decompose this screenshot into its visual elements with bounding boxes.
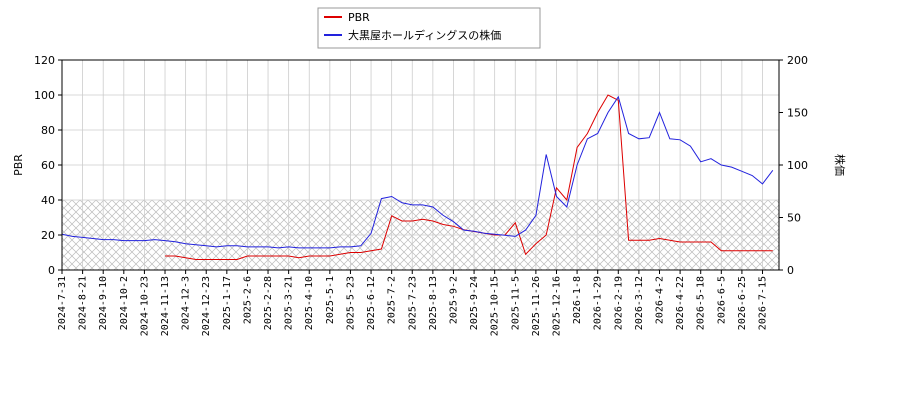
x-tick-label: 2026-4-22 — [675, 276, 686, 330]
y2-axis-label: 株価 — [833, 154, 847, 176]
y2-tick-label: 150 — [787, 107, 808, 120]
y2-tick-label: 0 — [787, 264, 794, 277]
x-tick-label: 2025-4-10 — [304, 276, 315, 330]
x-tick-label: 2025-7-23 — [407, 276, 418, 330]
x-tick-label: 2025-10-15 — [490, 276, 501, 336]
y-axis-label: PBR — [12, 154, 25, 176]
x-tick-label: 2024-11-13 — [160, 276, 171, 336]
legend — [317, 7, 541, 49]
y-tick-label: 0 — [48, 264, 55, 277]
series-line — [61, 95, 774, 249]
x-tick-label: 2025-2-6 — [242, 276, 253, 324]
x-tick-label: 2024-12-23 — [201, 276, 212, 336]
x-tick-label: 2025-12-16 — [551, 276, 562, 336]
x-tick-label: 2025-8-13 — [428, 276, 439, 330]
x-tick-label: 2026-2-19 — [613, 276, 624, 330]
x-tick-label: 2024-8-21 — [78, 276, 89, 330]
x-tick-label: 2026-6-25 — [737, 276, 748, 330]
x-tick-label: 2026-6-5 — [716, 276, 727, 324]
x-tick-label: 2025-2-28 — [263, 276, 274, 330]
x-tick-label: 2026-1-8 — [572, 276, 583, 324]
x-tick-label: 2025-9-2 — [448, 276, 459, 324]
x-tick-label: 2025-5-1 — [325, 276, 336, 324]
x-tick-label: 2025-1-17 — [222, 276, 233, 330]
y-tick-label: 60 — [41, 159, 55, 172]
x-tick-label: 2026-4-2 — [655, 276, 666, 324]
plot-frame — [61, 59, 780, 271]
y2-tick-label: 100 — [787, 159, 808, 172]
legend-label: PBR — [348, 11, 370, 24]
x-tick-label: 2026-5-18 — [696, 276, 707, 330]
x-tick-label: 2026-7-15 — [758, 276, 769, 330]
x-tick-label: 2026-3-12 — [634, 276, 645, 330]
x-tick-label: 2024-10-2 — [119, 276, 130, 330]
x-tick-label: 2024-9-10 — [98, 276, 109, 330]
x-tick-label: 2024-7-31 — [57, 276, 68, 330]
x-tick-label: 2025-9-24 — [469, 276, 480, 330]
y2-tick-label: 200 — [787, 54, 808, 67]
x-tick-label: 2025-7-2 — [387, 276, 398, 324]
x-tick-label: 2025-5-23 — [345, 276, 356, 330]
y-tick-label: 40 — [41, 194, 55, 207]
y-tick-label: 20 — [41, 229, 55, 242]
x-tick-label: 2025-6-12 — [366, 276, 377, 330]
legend-label: 大黒屋ホールディングスの株価 — [348, 28, 501, 42]
y2-tick-label: 50 — [787, 212, 801, 225]
x-tick-label: 2025-11-26 — [531, 276, 542, 336]
y-tick-label: 120 — [34, 54, 55, 67]
y-tick-label: 80 — [41, 124, 55, 137]
x-tick-label: 2026-1-29 — [593, 276, 604, 330]
x-tick-label: 2025-3-21 — [284, 276, 295, 330]
y-tick-label: 100 — [34, 89, 55, 102]
x-tick-label: 2024-10-23 — [139, 276, 150, 336]
x-tick-label: 2024-12-3 — [181, 276, 192, 330]
x-tick-label: 2025-11-5 — [510, 276, 521, 330]
